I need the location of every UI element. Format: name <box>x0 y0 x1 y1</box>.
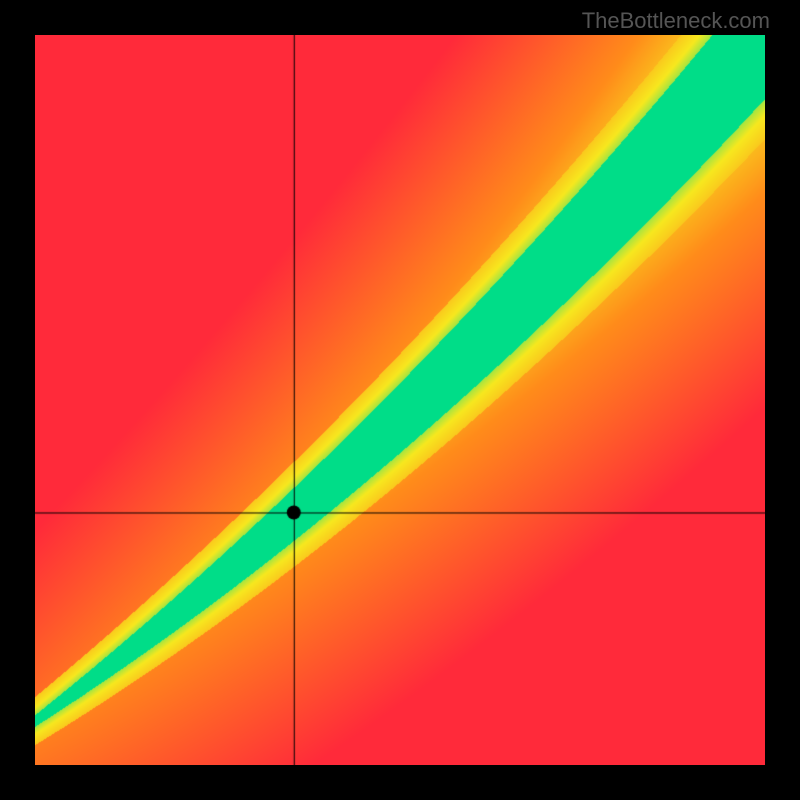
bottleneck-heatmap <box>35 35 765 765</box>
watermark-text: TheBottleneck.com <box>582 8 770 34</box>
